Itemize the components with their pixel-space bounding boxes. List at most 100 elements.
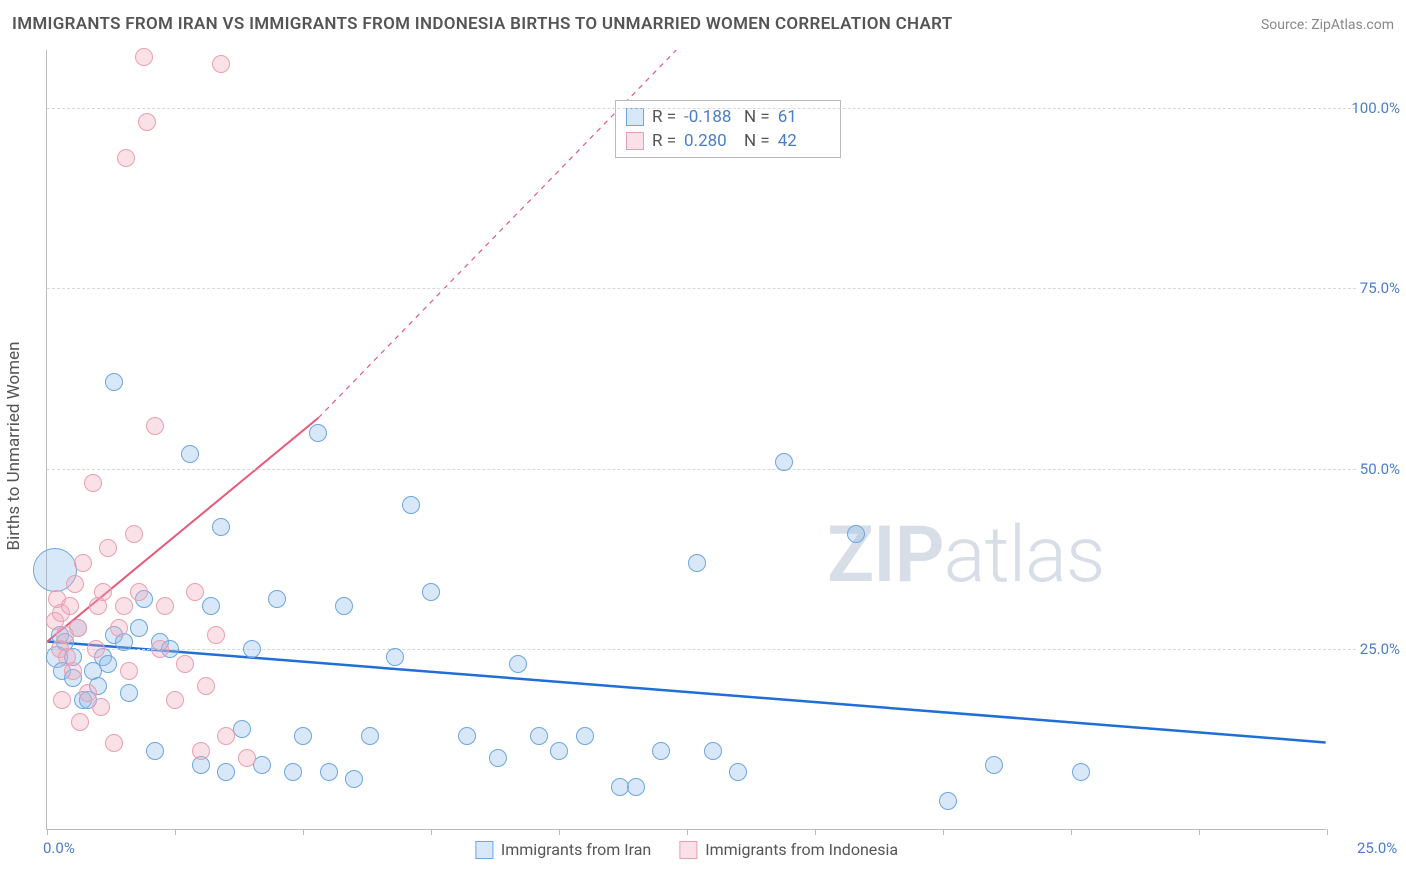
data-point [627, 778, 645, 796]
regression-lines [47, 50, 1326, 829]
watermark-bold: ZIP [827, 510, 944, 601]
data-point [130, 583, 148, 601]
data-point [238, 749, 256, 767]
stats-r-label: R = [652, 131, 676, 151]
stats-r-indonesia: 0.280 [684, 131, 736, 151]
data-point [120, 662, 138, 680]
data-point [233, 720, 251, 738]
data-point [110, 619, 128, 637]
data-point [1072, 763, 1090, 781]
data-point [181, 445, 199, 463]
data-point [99, 539, 117, 557]
x-tick [47, 829, 48, 835]
data-point [138, 113, 156, 131]
y-tick-label: 75.0% [1340, 279, 1400, 297]
stats-n-indonesia: 42 [778, 131, 830, 151]
data-point [939, 792, 957, 810]
swatch-iran-icon [626, 108, 644, 126]
x-tick [559, 829, 560, 835]
data-point [212, 55, 230, 73]
data-point [151, 640, 169, 658]
source-label: Source: ZipAtlas.com [1261, 17, 1394, 33]
data-point [69, 619, 87, 637]
data-point [775, 453, 793, 471]
data-point [71, 713, 89, 731]
stats-row-indonesia: R = 0.280 N = 42 [626, 129, 830, 153]
data-point [386, 648, 404, 666]
data-point [243, 640, 261, 658]
data-point [197, 677, 215, 695]
data-point [345, 770, 363, 788]
data-point [146, 417, 164, 435]
data-point [985, 756, 1003, 774]
data-point [146, 742, 164, 760]
y-axis-label: Births to Unmarried Women [4, 342, 24, 551]
data-point [130, 619, 148, 637]
data-point [115, 597, 133, 615]
data-point [135, 48, 153, 66]
legend-label: Immigrants from Indonesia [705, 840, 898, 859]
data-point [294, 727, 312, 745]
bottom-legend: Immigrants from Iran Immigrants from Ind… [475, 840, 898, 859]
data-point [66, 575, 84, 593]
stats-n-label: N = [744, 107, 770, 127]
data-point [320, 763, 338, 781]
gridline [47, 108, 1356, 109]
data-point [105, 373, 123, 391]
data-point [688, 554, 706, 572]
watermark-light: atlas [944, 510, 1105, 601]
data-point [729, 763, 747, 781]
data-point [61, 597, 79, 615]
plot-area: ZIPatlas R = -0.188 N = 61 R = 0.280 N =… [46, 50, 1326, 830]
data-point [550, 742, 568, 760]
data-point [176, 655, 194, 673]
data-point [576, 727, 594, 745]
stats-n-label: N = [744, 131, 770, 151]
x-tick [1327, 829, 1328, 835]
swatch-iran-icon [475, 841, 493, 859]
legend-label: Immigrants from Iran [501, 840, 651, 859]
data-point [422, 583, 440, 601]
data-point [217, 727, 235, 745]
data-point [530, 727, 548, 745]
data-point [361, 727, 379, 745]
data-point [186, 583, 204, 601]
data-point [402, 496, 420, 514]
data-point [84, 474, 102, 492]
gridline [47, 469, 1356, 470]
stats-r-label: R = [652, 107, 676, 127]
data-point [652, 742, 670, 760]
gridline [47, 288, 1356, 289]
data-point [117, 149, 135, 167]
x-tick [815, 829, 816, 835]
data-point [94, 583, 112, 601]
swatch-indonesia-icon [679, 841, 697, 859]
swatch-indonesia-icon [626, 132, 644, 150]
data-point [489, 749, 507, 767]
x-tick-label: 25.0% [1357, 839, 1397, 857]
data-point [217, 763, 235, 781]
y-tick-label: 50.0% [1340, 460, 1400, 478]
data-point [268, 590, 286, 608]
data-point [125, 525, 143, 543]
data-point [79, 684, 97, 702]
data-point [309, 424, 327, 442]
data-point [284, 763, 302, 781]
legend-item-indonesia: Immigrants from Indonesia [679, 840, 898, 859]
x-tick [431, 829, 432, 835]
x-tick-label: 0.0% [43, 839, 75, 857]
data-point [120, 684, 138, 702]
data-point [212, 518, 230, 536]
data-point [105, 734, 123, 752]
stats-r-iran: -0.188 [684, 107, 736, 127]
data-point [156, 597, 174, 615]
chart-title: IMMIGRANTS FROM IRAN VS IMMIGRANTS FROM … [12, 14, 952, 34]
legend-item-iran: Immigrants from Iran [475, 840, 651, 859]
data-point [847, 525, 865, 543]
x-tick [1199, 829, 1200, 835]
data-point [74, 554, 92, 572]
data-point [458, 727, 476, 745]
stats-n-iran: 61 [778, 107, 830, 127]
data-point [253, 756, 271, 774]
data-point [166, 691, 184, 709]
